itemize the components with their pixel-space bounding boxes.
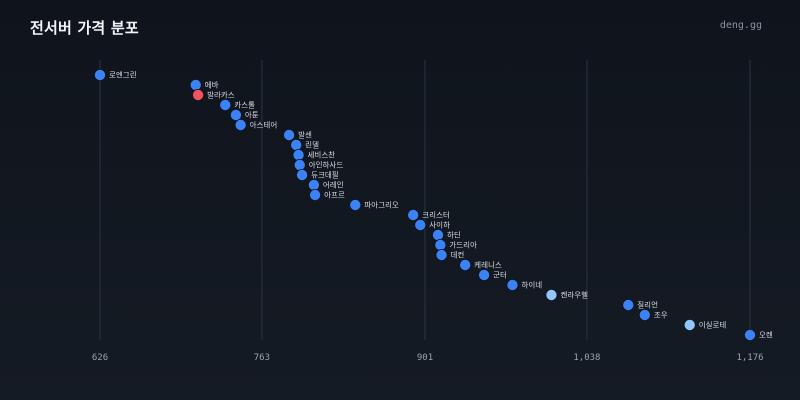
point-label: 케레니스	[474, 261, 502, 270]
point-label: 발센	[298, 130, 312, 140]
point-label: 사이하	[429, 220, 450, 230]
point-label: 에바	[205, 80, 219, 90]
data-point	[290, 138, 303, 151]
point-label: 아스테어	[250, 120, 278, 130]
data-point	[94, 69, 107, 82]
data-point	[296, 168, 309, 181]
data-point	[229, 109, 242, 122]
point-label: 하이네	[521, 280, 542, 290]
point-label: 아프르	[324, 190, 345, 200]
point-label: 발라카스	[207, 91, 235, 100]
data-point	[292, 148, 305, 161]
data-point	[506, 278, 519, 291]
chart-title: 전서버 가격 분포	[30, 19, 139, 37]
data-point	[744, 328, 757, 341]
point-label: 아툰	[245, 110, 259, 120]
data-point	[407, 208, 420, 221]
data-point	[414, 218, 427, 231]
point-label: 어레인	[323, 180, 344, 190]
point-label: 크리스터	[422, 211, 450, 220]
data-point	[431, 228, 444, 241]
data-point	[434, 238, 447, 251]
point-label: 조우	[654, 311, 668, 320]
data-point	[683, 318, 696, 331]
data-point	[219, 99, 232, 112]
point-label: 하딘	[447, 230, 461, 240]
point-label: 듀크데필	[311, 170, 339, 180]
x-tick-label: 763	[254, 353, 270, 363]
point-label: 켄라우헬	[560, 290, 588, 300]
data-point	[638, 308, 651, 321]
x-tick-label: 1,176	[736, 353, 763, 363]
point-label: 카스톨	[234, 101, 255, 110]
data-point	[234, 119, 247, 132]
data-point	[622, 298, 635, 311]
point-label: 가드리아	[449, 240, 477, 250]
data-point	[435, 248, 448, 261]
data-point	[283, 128, 296, 141]
point-label: 질리언	[637, 300, 658, 310]
point-label: 오렌	[759, 330, 773, 340]
data-point	[478, 268, 491, 281]
point-label: 아인하사드	[309, 160, 344, 170]
data-point	[192, 89, 205, 102]
point-label: 이실로테	[699, 320, 727, 330]
data-point	[189, 79, 202, 92]
data-point	[293, 158, 306, 171]
point-label: 린델	[305, 140, 319, 150]
brand-label: deng.gg	[719, 20, 762, 31]
data-point	[545, 288, 558, 301]
point-label: 세비스찬	[308, 150, 336, 160]
data-point	[309, 188, 322, 201]
x-tick-label: 626	[92, 353, 108, 363]
data-point	[459, 258, 472, 271]
data-point	[307, 178, 320, 191]
data-point	[349, 198, 362, 211]
point-label: 군터	[493, 271, 507, 280]
point-label: 데컨	[451, 250, 465, 260]
point-label: 파아그리오	[364, 200, 399, 210]
x-tick-label: 1,038	[573, 353, 600, 363]
x-tick-label: 901	[417, 353, 433, 363]
point-label: 로엔그린	[109, 70, 137, 80]
